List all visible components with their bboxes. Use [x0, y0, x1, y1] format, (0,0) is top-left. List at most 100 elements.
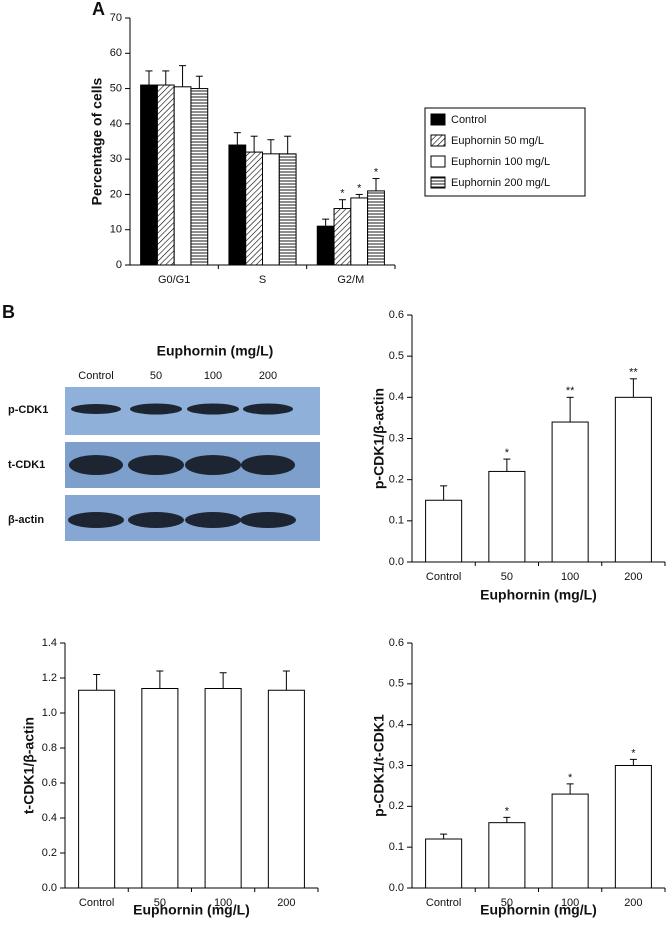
legend-box: [424, 107, 586, 197]
x-axis-label: Euphornin (mg/L): [480, 587, 597, 603]
bar: [367, 190, 385, 266]
y-tick-label: 0.3: [389, 432, 404, 444]
x-tick-label: 100: [561, 571, 579, 583]
bar: [551, 793, 589, 889]
y-tick-label: 0.6: [389, 309, 404, 321]
significance: *: [340, 188, 345, 200]
y-tick-label: 0: [116, 259, 122, 271]
y-axis-label: t-CDK1/β-actin: [21, 717, 37, 814]
x-tick-label: 50: [501, 897, 513, 909]
x-tick-label: Control: [426, 897, 461, 909]
bar: [614, 396, 652, 563]
bar: [262, 153, 280, 266]
bar: [245, 151, 263, 266]
significance: **: [629, 367, 638, 379]
bar: [425, 838, 463, 889]
lane-label: 100: [204, 370, 222, 382]
x-tick-label: S: [259, 274, 266, 286]
significance: *: [568, 772, 573, 784]
x-tick-label: 50: [501, 571, 513, 583]
y-axis-label: Percentage of cells: [89, 77, 105, 205]
bar: [488, 470, 526, 563]
bar: [78, 689, 116, 889]
panel-label: A: [92, 0, 105, 19]
bar: [228, 144, 247, 266]
y-tick-label: 0.4: [42, 812, 57, 824]
row-label: β-actin: [8, 514, 44, 526]
x-tick-label: Control: [79, 897, 114, 909]
legend-label: Euphornin 50 mg/L: [451, 135, 544, 147]
y-tick-label: 0.1: [389, 515, 404, 527]
y-tick-label: 0.5: [389, 678, 404, 690]
y-tick-label: 0.5: [389, 350, 404, 362]
lane-label: Control: [78, 370, 113, 382]
bar: [350, 197, 369, 266]
bar: [156, 84, 175, 266]
legend-swatch: [430, 155, 446, 168]
y-tick-label: 0.6: [42, 777, 57, 789]
bar: [141, 688, 179, 889]
y-tick-label: 10: [110, 224, 122, 236]
legend-label: Euphornin 100 mg/L: [451, 156, 550, 168]
x-tick-label: G2/M: [337, 274, 364, 286]
y-tick-label: 0.4: [389, 719, 404, 731]
row-label: p-CDK1: [8, 404, 48, 416]
legend-swatch: [430, 176, 446, 189]
bar: [488, 822, 526, 889]
y-tick-label: 0.2: [42, 847, 57, 859]
bar: [267, 689, 305, 889]
x-tick-label: 100: [214, 897, 232, 909]
x-tick-label: 200: [277, 897, 295, 909]
y-tick-label: 0.6: [389, 637, 404, 649]
bar: [333, 208, 352, 266]
y-tick-label: 40: [110, 118, 122, 130]
lane-label: 200: [259, 370, 277, 382]
bar: [190, 88, 209, 266]
y-tick-label: 0.8: [42, 742, 57, 754]
legend-label: Control: [451, 114, 486, 126]
bar: [551, 421, 589, 563]
x-tick-label: G0/G1: [158, 274, 190, 286]
y-tick-label: 1.0: [42, 707, 57, 719]
x-tick-label: Control: [426, 571, 461, 583]
bar: [425, 499, 463, 563]
y-tick-label: 0.4: [389, 391, 404, 403]
bar: [173, 86, 192, 266]
significance: *: [505, 805, 510, 817]
significance: *: [631, 747, 636, 759]
row-label: t-CDK1: [8, 459, 45, 471]
bar: [140, 84, 158, 266]
y-tick-label: 30: [110, 153, 122, 165]
y-tick-label: 0.0: [389, 556, 404, 568]
y-tick-label: 0.1: [389, 841, 404, 853]
y-tick-label: 1.2: [42, 672, 57, 684]
y-tick-label: 20: [110, 188, 122, 200]
y-tick-label: 0.2: [389, 800, 404, 812]
y-tick-label: 70: [110, 12, 122, 24]
y-axis-label: p-CDK1/β-actin: [371, 388, 387, 489]
western-blot: Euphornin (mg/L) Control 50 100 200 p-CD…: [8, 343, 320, 541]
blot-title: Euphornin (mg/L): [157, 343, 274, 359]
y-tick-label: 0.2: [389, 474, 404, 486]
x-tick-label: 200: [624, 897, 642, 909]
significance: *: [357, 182, 362, 194]
legend-swatch: [430, 134, 446, 147]
y-tick-label: 0.0: [389, 882, 404, 894]
y-tick-label: 60: [110, 47, 122, 59]
significance: *: [505, 447, 510, 459]
significance: *: [374, 166, 379, 178]
bar: [204, 688, 242, 889]
legend-label: Euphornin 200 mg/L: [451, 177, 550, 189]
blot-bands: [68, 403, 296, 528]
bar: [278, 153, 297, 266]
legend-swatch: [430, 113, 446, 126]
y-tick-label: 50: [110, 82, 122, 94]
lane-label: 50: [150, 370, 162, 382]
panel-label: B: [2, 302, 15, 322]
x-axis-label: Euphornin (mg/L): [480, 902, 597, 918]
bar: [614, 765, 652, 889]
x-tick-label: 50: [154, 897, 166, 909]
y-tick-label: 0.3: [389, 759, 404, 771]
y-tick-label: 1.4: [42, 637, 57, 649]
